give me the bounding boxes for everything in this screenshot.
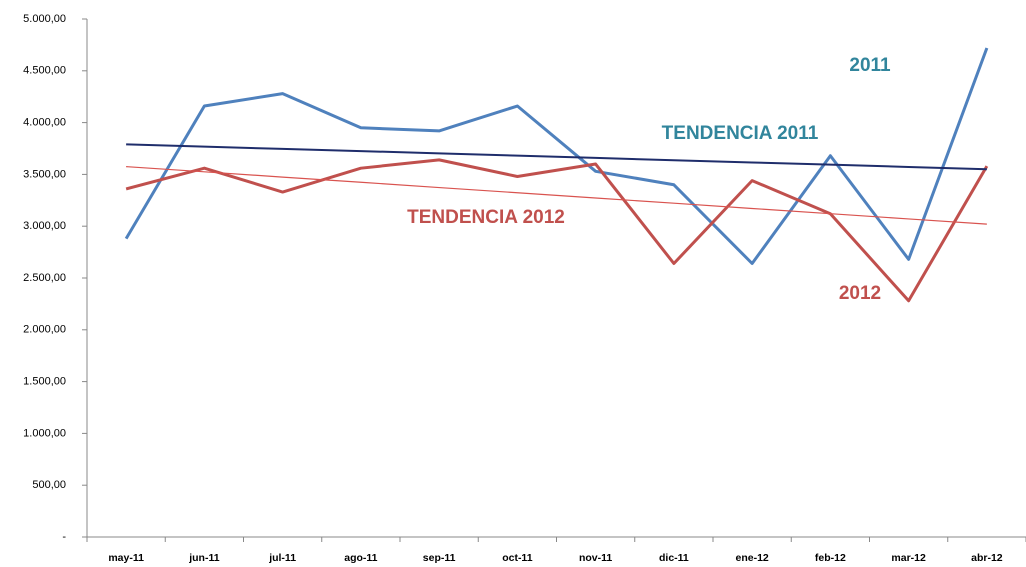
y-tick-label: 500,00 bbox=[32, 479, 66, 491]
x-tick-label: feb-12 bbox=[815, 552, 846, 564]
y-tick-label: 1.000,00 bbox=[23, 427, 66, 439]
y-tick-label: 2.500,00 bbox=[23, 272, 66, 284]
x-tick-label: ago-11 bbox=[344, 552, 377, 564]
x-tick-label: may-11 bbox=[108, 552, 144, 564]
y-tick-label: 1.500,00 bbox=[23, 376, 66, 388]
y-tick-label: 2.000,00 bbox=[23, 324, 66, 336]
x-tick-label: abr-12 bbox=[971, 552, 1003, 564]
series-line bbox=[124, 47, 989, 265]
series-line bbox=[126, 143, 987, 171]
y-tick-label: - bbox=[62, 531, 66, 543]
series-line bbox=[125, 158, 989, 303]
series-line bbox=[126, 166, 987, 225]
y-tick-label: 3.000,00 bbox=[23, 220, 66, 232]
y-tick-label: 5.000,00 bbox=[23, 13, 66, 25]
series-label: 2011 bbox=[849, 55, 891, 76]
x-tick-label: jun-11 bbox=[188, 552, 220, 564]
x-tick-label: oct-11 bbox=[502, 552, 533, 564]
x-tick-label: dic-11 bbox=[659, 552, 689, 564]
y-tick-label: 4.500,00 bbox=[23, 65, 66, 77]
x-tick-label: nov-11 bbox=[579, 552, 612, 564]
x-tick-label: jul-11 bbox=[268, 552, 296, 564]
series-label: TENDENCIA 2011 bbox=[662, 123, 819, 144]
y-tick-label: 3.500,00 bbox=[23, 168, 66, 180]
x-tick-label: sep-11 bbox=[423, 552, 456, 564]
series-label: 2012 bbox=[839, 283, 881, 304]
x-tick-label: mar-12 bbox=[891, 552, 926, 564]
series-label: TENDENCIA 2012 bbox=[407, 207, 565, 228]
x-tick-label: ene-12 bbox=[735, 552, 768, 564]
y-tick-label: 4.000,00 bbox=[23, 117, 66, 129]
